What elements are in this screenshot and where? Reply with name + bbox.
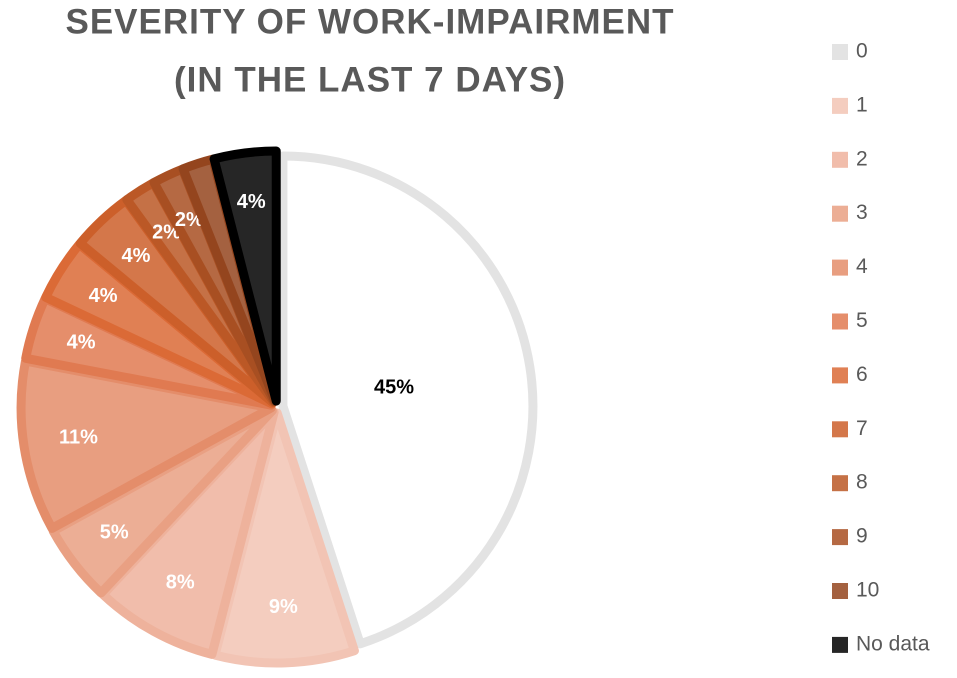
data-label: 5% [100,522,129,544]
legend-swatch [832,151,848,168]
chart-title: (IN THE LAST 7 DAYS) [174,60,566,99]
legend-swatch [832,529,848,546]
legend-label: 8 [856,471,868,494]
legend-swatch [832,97,848,114]
legend-swatch [832,475,848,492]
legend-label: 0 [856,40,868,63]
pie-slice [278,151,538,649]
legend-label: 10 [856,579,879,602]
legend-swatch [832,205,848,222]
legend-label: 5 [856,309,868,332]
legend-label: No data [856,632,930,655]
legend-label: 2 [856,147,868,170]
legend-label: 3 [856,201,868,224]
chart-title: SEVERITY OF WORK-IMPAIRMENT [65,2,674,41]
data-label: 8% [166,571,195,593]
data-label: 4% [237,191,266,213]
data-label: 4% [122,245,151,267]
legend-swatch [832,313,848,330]
data-label: 9% [269,596,298,618]
legend-swatch [832,421,848,438]
data-label: 11% [59,427,98,449]
legend-swatch [832,367,848,384]
legend-label: 1 [856,93,868,116]
pie-slice [209,146,281,406]
pie-slice [98,407,279,659]
data-label: 4% [67,332,96,354]
legend-swatch [832,44,848,60]
data-label: 4% [89,285,118,307]
legend-swatch [832,636,848,653]
pie-slice [16,356,276,533]
data-label: 45% [374,377,414,399]
legend-label: 7 [856,417,868,440]
legend-label: 6 [856,363,868,386]
legend-swatch [832,583,848,599]
pie-slice [210,408,359,668]
legend-label: 9 [856,525,868,548]
legend-swatch [832,259,848,276]
legend-label: 4 [856,255,868,278]
